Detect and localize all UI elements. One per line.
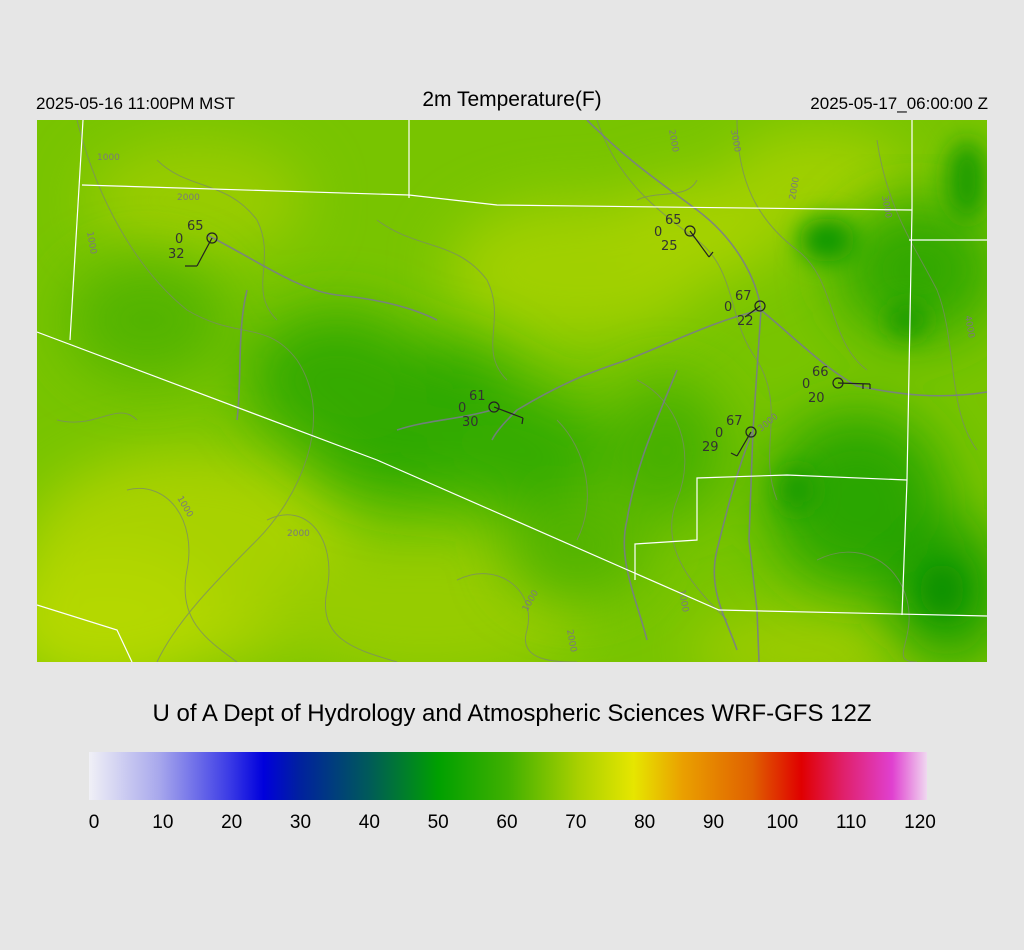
station-dewpoint: 29	[702, 440, 719, 455]
colorbar-ticks: 0 10 20 30 40 50 60 70 80 90 100 110 120	[0, 812, 1024, 842]
station-temperature: 61	[469, 389, 486, 404]
warm-regions	[37, 130, 927, 662]
station-temperature: 66	[812, 365, 829, 380]
boundaries	[37, 120, 987, 662]
roads	[206, 120, 987, 662]
station-temperature: 65	[665, 213, 682, 228]
station-2[interactable]: 65 0 25	[654, 213, 714, 258]
station-temperature: 67	[735, 289, 752, 304]
station-wind-speed: 0	[724, 300, 732, 315]
station-dewpoint: 20	[808, 391, 825, 406]
colorbar-tick: 120	[904, 812, 936, 833]
temperature-colorbar	[89, 752, 927, 800]
station-temperature: 65	[187, 219, 204, 234]
mountain-cool-spots	[779, 140, 987, 616]
colorbar-tick: 100	[766, 812, 799, 833]
station-4[interactable]: 66 0 20	[802, 365, 871, 406]
colorbar-tick: 10	[152, 812, 174, 833]
valid-time: 2025-05-17_06:00:00 Z	[810, 94, 988, 113]
colorbar-tick: 50	[427, 812, 449, 833]
station-dewpoint: 22	[737, 314, 754, 329]
contour-label: 3000	[879, 195, 893, 220]
contour-label: 1000	[97, 153, 120, 163]
colorbar-tick: 0	[88, 812, 100, 833]
station-wind-speed: 0	[175, 232, 183, 247]
contour-label: 2000	[177, 193, 200, 203]
station-6[interactable]: 67 0 29	[702, 414, 757, 457]
terrain-contours	[56, 120, 978, 662]
colorbar-tick: 60	[496, 812, 518, 833]
map-title: 2m Temperature(F)	[422, 88, 602, 111]
colorbar-tick: 40	[358, 812, 380, 833]
station-temperature: 67	[726, 414, 743, 429]
contour-label: 2000	[564, 629, 578, 654]
contour-label: 2000	[287, 529, 310, 539]
station-wind-speed: 0	[458, 401, 466, 416]
station-wind-speed: 0	[715, 426, 723, 441]
colorbar-tick: 70	[565, 812, 587, 833]
temperature-map: 1000 1000 2000 1000 2000 1000 2000 3000 …	[37, 120, 987, 662]
colorbar-tick: 80	[634, 812, 656, 833]
local-time: 2025-05-16 11:00PM MST	[36, 94, 236, 113]
colorbar-tick: 110	[836, 812, 867, 833]
station-1[interactable]: 65 0 32	[168, 219, 218, 267]
station-wind-speed: 0	[654, 225, 662, 240]
contour-label: 1000	[84, 231, 98, 256]
station-5[interactable]: 61 0 30	[458, 389, 524, 430]
station-dewpoint: 30	[462, 415, 479, 430]
colorbar-tick: 30	[289, 812, 312, 833]
station-dewpoint: 32	[168, 247, 185, 262]
contour-label: 3000	[728, 129, 742, 154]
cool-regions	[67, 200, 987, 660]
contour-label: 4000	[962, 315, 976, 340]
model-credit: U of A Dept of Hydrology and Atmospheric…	[152, 700, 872, 727]
contour-label: 2000	[788, 176, 802, 201]
contour-label: 2000	[666, 129, 680, 154]
station-wind-speed: 0	[802, 377, 810, 392]
contour-label: 1000	[676, 589, 690, 614]
station-models: 65 0 32 65 0 25 67 0 22	[168, 213, 871, 457]
colorbar-tick: 20	[221, 812, 243, 833]
colorbar-tick: 90	[702, 812, 725, 833]
station-3[interactable]: 67 0 22	[724, 289, 766, 329]
station-dewpoint: 25	[661, 239, 678, 254]
